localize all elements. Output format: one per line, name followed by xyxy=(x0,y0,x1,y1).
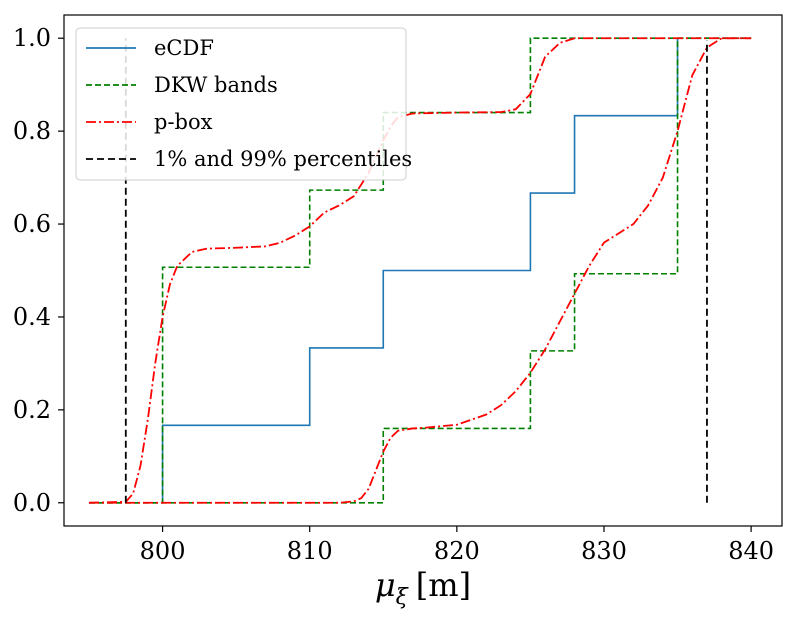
x-tick-label: 810 xyxy=(287,537,333,565)
series-p-box-lower xyxy=(89,37,752,504)
x-tick-label: 840 xyxy=(728,537,774,565)
legend-label: p-box xyxy=(154,110,213,134)
legend-label: 1% and 99% percentiles xyxy=(154,147,412,171)
x-axis-symbol: μ xyxy=(375,566,396,604)
legend-label: DKW bands xyxy=(154,73,278,97)
x-tick-label: 800 xyxy=(140,537,186,565)
series-ecdf-line xyxy=(161,38,679,503)
x-tick-label: 830 xyxy=(581,537,627,565)
y-tick-label: 1.0 xyxy=(13,24,51,52)
legend-label: eCDF xyxy=(154,36,214,60)
x-axis-subscript: ξ xyxy=(396,585,410,610)
x-tick-label: 820 xyxy=(434,537,480,565)
legend: eCDF DKW bands p-box 1% and 99% percentiles xyxy=(75,27,412,181)
tick-layer: 800 810 820 830 840 0.0 0.2 0.4 0.6 0.8 1.0 xyxy=(13,24,774,565)
x-axis-unit: [m] xyxy=(416,566,471,604)
series-dkw-bands-lower xyxy=(89,37,752,504)
legend-entries: eCDF DKW bands p-box 1% and 99% percentiles xyxy=(86,36,412,171)
y-tick-label: 0.4 xyxy=(13,303,51,331)
legend-box xyxy=(75,27,407,181)
series-dkw-bands-upper xyxy=(89,37,752,504)
y-tick-label: 0.2 xyxy=(13,396,51,424)
x-axis-title: μξ [m] xyxy=(375,566,471,610)
y-tick-label: 0.6 xyxy=(13,210,51,238)
y-tick-label: 0.0 xyxy=(13,489,51,517)
y-tick-label: 0.8 xyxy=(13,117,51,145)
series-layer xyxy=(88,37,752,504)
